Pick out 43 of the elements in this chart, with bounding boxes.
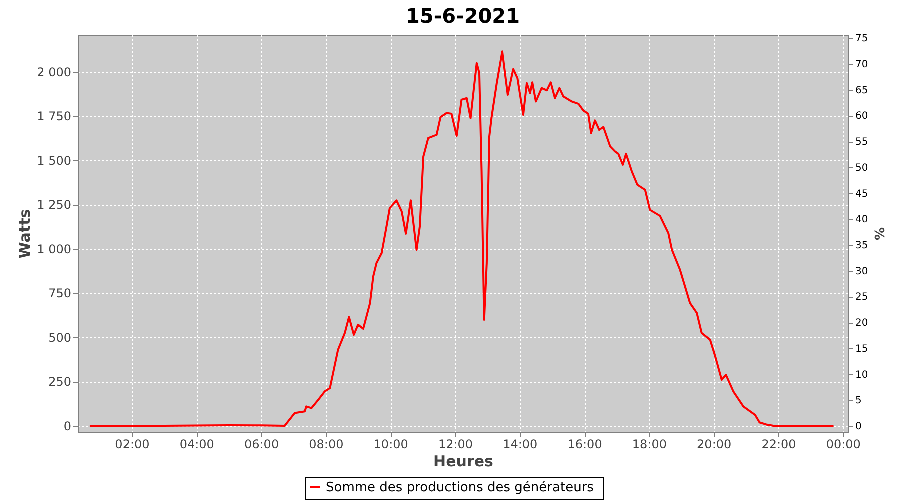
y-tick-label: 1 750 [37,110,72,124]
y2-tick-label: 40 [856,214,868,226]
x-tick-label: 18:00 [632,438,667,452]
y2-tick-label: 20 [856,318,868,330]
line-series [88,50,835,427]
y2-tick-label: 60 [856,111,868,122]
y2-tick-label: 65 [856,85,868,96]
y2-tick-label: 30 [856,266,868,278]
y2-tick-label: 0 [856,422,862,432]
x-tick-label: 02:00 [115,438,150,452]
legend-label: Somme des productions des générateurs [326,480,594,496]
x-tick-label: 06:00 [244,438,280,452]
x-tick-label: 14:00 [503,438,538,452]
y-tick-label: 250 [48,375,72,390]
y-axis-title: Watts [16,209,34,259]
y2-axis-title: % [871,227,886,241]
y2-tick-label: 10 [856,370,868,381]
x-tick-label: 04:00 [180,438,214,452]
y-tick-label: 1 500 [37,154,72,168]
y2-tick-label: 15 [856,344,868,355]
x-tick-label: 12:00 [438,438,474,452]
y2-tick-label: 35 [856,240,868,252]
y-tick-label: 500 [48,330,72,345]
y2-tick-label: 50 [856,162,868,174]
x-tick-label: 10:00 [374,438,408,452]
y2-tick-label: 75 [856,34,868,45]
x-tick-label: 20:00 [697,438,732,452]
chart-title: 15-6-2021 [406,4,520,28]
y2-tick-label: 70 [856,59,868,70]
y2-tick-label: 55 [856,137,868,148]
y-tick-label: 1 000 [37,242,72,256]
x-tick-label: 16:00 [568,438,602,452]
y2-tick-label: 5 [856,396,862,407]
x-tick-label: 00:00 [826,438,861,452]
y2-tick-label: 25 [856,292,868,304]
y-tick-label: 2 000 [37,65,72,80]
x-tick-label: 22:00 [762,438,796,452]
y-tick-label: 0 [64,419,72,434]
y2-tick-label: 45 [856,188,868,200]
x-tick-label: 08:00 [309,438,344,452]
y-tick-label: 1 250 [37,198,72,212]
x-axis-title: Heures [434,452,494,470]
y-tick-label: 750 [48,286,72,301]
